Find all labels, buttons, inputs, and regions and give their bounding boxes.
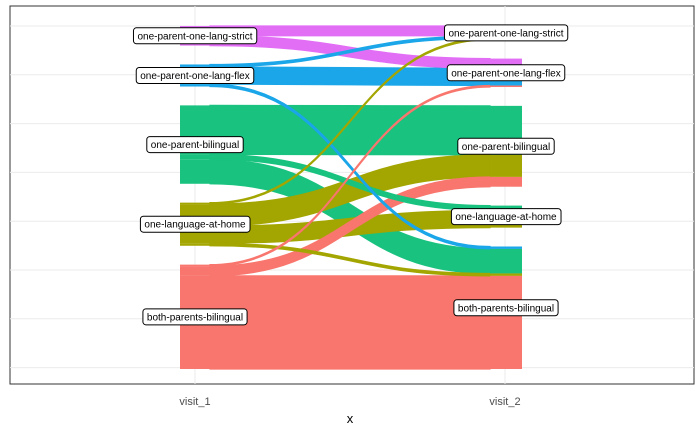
stratum-segment [490, 205, 522, 211]
node-label: both-parents-bilingual [453, 299, 559, 317]
node-label: both-parents-bilingual [142, 308, 248, 326]
stratum-segment [180, 84, 210, 87]
node-label: one-language-at-home [139, 215, 251, 233]
node-label-box [450, 208, 562, 226]
node-label: one-parent-bilingual [146, 136, 244, 154]
node-label: one-language-at-home [450, 208, 562, 226]
x-tick-label: visit_1 [179, 396, 210, 408]
node-label: one-parent-one-lang-strict [132, 27, 258, 45]
node-label: one-parent-one-lang-flex [446, 64, 566, 82]
stratum-segment [180, 243, 210, 246]
node-label-box [457, 137, 555, 155]
stratum-segment [490, 248, 522, 274]
node-label-text: one-language-at-home [144, 220, 246, 231]
node-label-text: both-parents-bilingual [458, 303, 554, 314]
stratum-segment [180, 154, 210, 160]
node-label-box [146, 136, 244, 154]
node-label-text: both-parents-bilingual [147, 312, 243, 323]
node-label-text: one-parent-one-lang-strict [137, 31, 252, 42]
node-label: one-parent-bilingual [457, 137, 555, 155]
x-axis-title: x [347, 411, 354, 426]
node-label-text: one-parent-one-lang-flex [451, 68, 561, 79]
flow-ribbon [209, 104, 491, 156]
node-label-box [135, 66, 255, 84]
stratum-segment [490, 58, 522, 69]
node-label-text: one-language-at-home [455, 212, 557, 223]
stratum-segment [180, 202, 210, 205]
stratum-segment [180, 266, 210, 276]
node-label-box [443, 24, 569, 42]
stratum-segment [490, 246, 522, 249]
node-label-text: one-parent-one-lang-strict [448, 28, 563, 39]
stratum-segment [180, 64, 210, 67]
stratum-segment [490, 176, 522, 187]
node-label: one-parent-one-lang-flex [135, 66, 255, 84]
node-label-text: one-parent-bilingual [462, 142, 550, 153]
node-label-box [453, 299, 559, 317]
flow-ribbon [209, 275, 491, 370]
stratum-segment [180, 159, 210, 184]
stratum-segment [180, 264, 210, 267]
node-label-box [142, 308, 248, 326]
node-label-box [446, 64, 566, 82]
node-labels: one-parent-one-lang-strict one-parent-one… [132, 24, 569, 326]
stratum-segment [490, 85, 522, 88]
flow-ribbons [209, 25, 491, 370]
stratum-segment [490, 275, 522, 369]
node-label-text: one-parent-one-lang-flex [140, 71, 250, 82]
stratum-segment [490, 273, 522, 276]
x-tick-label: visit_2 [489, 396, 520, 408]
node-label-box [139, 215, 251, 233]
node-label-box [132, 27, 258, 45]
node-label: one-parent-one-lang-strict [443, 24, 569, 42]
stratum-segment [490, 154, 522, 177]
node-label-text: one-parent-bilingual [151, 140, 239, 151]
